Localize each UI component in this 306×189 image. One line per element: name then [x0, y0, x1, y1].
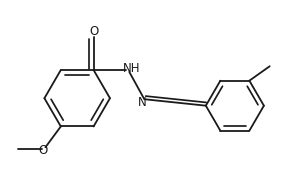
- Text: O: O: [89, 26, 98, 39]
- Text: N: N: [138, 96, 147, 109]
- Text: NH: NH: [123, 62, 140, 75]
- Text: O: O: [39, 144, 48, 157]
